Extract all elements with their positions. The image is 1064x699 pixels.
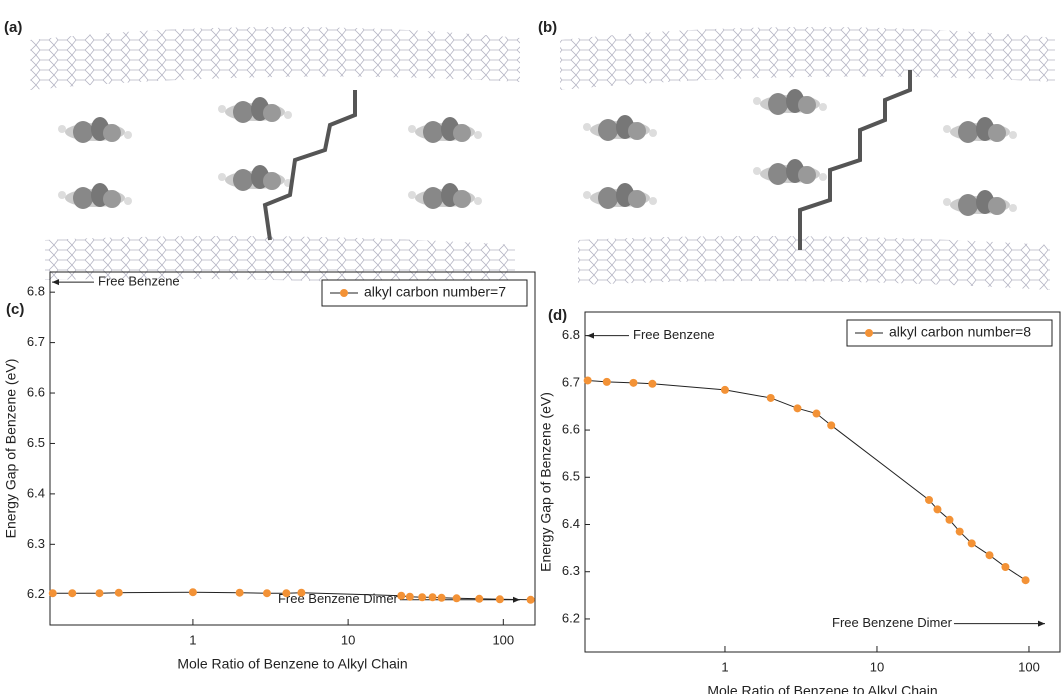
plot-frame (584, 311, 1061, 653)
point (985, 551, 994, 560)
point (495, 595, 504, 604)
panel-label: (a) (4, 19, 22, 36)
point (48, 589, 57, 598)
x-tick-label: 10 (870, 659, 884, 674)
y-tick-label: 6.3 (27, 536, 45, 551)
point (475, 594, 484, 603)
x-tick-label: 1 (721, 659, 728, 674)
point (188, 588, 197, 597)
point (68, 589, 77, 598)
point (397, 591, 406, 600)
point (235, 588, 244, 597)
point (793, 404, 802, 413)
annotation: Free Benzene Dimer (832, 615, 953, 630)
point (262, 589, 271, 598)
panel-label: (b) (538, 19, 557, 36)
legend-label: alkyl carbon number=8 (889, 324, 1031, 340)
y-tick-label: 6.8 (562, 327, 580, 342)
point (967, 539, 976, 548)
point (945, 515, 954, 524)
y-tick-label: 6.4 (27, 485, 45, 500)
legend-marker (340, 289, 348, 297)
y-tick-label: 6.2 (562, 610, 580, 625)
panel-label: (d) (548, 307, 567, 324)
y-tick-label: 6.6 (562, 421, 580, 436)
y-tick-label: 6.3 (562, 563, 580, 578)
point (405, 592, 414, 601)
y-tick-label: 6.7 (562, 374, 580, 389)
panel-label: (c) (6, 301, 24, 318)
point (827, 421, 836, 430)
arrow-head (52, 279, 59, 286)
x-axis-label: Mole Ratio of Benzene to Alkyl Chain (177, 656, 407, 672)
point (95, 589, 104, 598)
y-tick-label: 6.5 (27, 435, 45, 450)
plot-frame (49, 271, 536, 626)
molecule-panel-b (560, 26, 1055, 290)
point (437, 593, 446, 602)
y-tick-label: 6.5 (562, 469, 580, 484)
point (452, 594, 461, 603)
series-line (587, 379, 1026, 581)
arrow-head (1038, 620, 1045, 627)
point (1021, 576, 1030, 585)
point (282, 589, 291, 598)
x-tick-label: 100 (492, 632, 514, 647)
point (114, 588, 123, 597)
point (602, 377, 611, 386)
point (526, 595, 535, 604)
y-tick-label: 6.8 (27, 284, 45, 299)
y-tick-label: 6.6 (27, 384, 45, 399)
point (720, 385, 729, 394)
point (648, 379, 657, 388)
point (766, 393, 775, 402)
point (583, 376, 592, 385)
y-tick-label: 6.7 (27, 334, 45, 349)
y-axis-label: Energy Gap of Benzene (eV) (538, 392, 554, 572)
molecule-panel-a (30, 26, 520, 290)
legend-label: alkyl carbon number=7 (364, 284, 506, 300)
point (925, 495, 934, 504)
y-tick-label: 6.2 (27, 586, 45, 601)
annotation: Free Benzene (633, 327, 715, 342)
point (428, 593, 437, 602)
x-axis-label: Mole Ratio of Benzene to Alkyl Chain (707, 683, 937, 694)
point (297, 588, 306, 597)
arrow-head (587, 332, 594, 339)
x-tick-label: 1 (189, 632, 196, 647)
point (418, 593, 427, 602)
point (955, 527, 964, 536)
point (629, 378, 638, 387)
y-axis-label: Energy Gap of Benzene (eV) (3, 359, 19, 539)
x-tick-label: 10 (341, 632, 355, 647)
legend-marker (865, 329, 873, 337)
x-tick-label: 100 (1018, 659, 1040, 674)
annotation: Free Benzene (98, 274, 180, 289)
point (812, 409, 821, 418)
y-tick-label: 6.4 (562, 516, 580, 531)
point (1001, 563, 1010, 571)
point (933, 505, 942, 514)
